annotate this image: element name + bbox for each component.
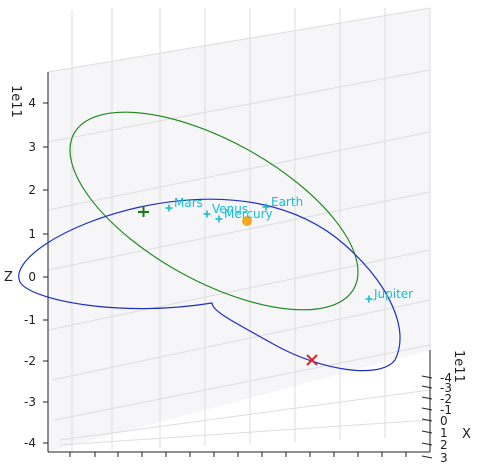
x-axis-label: X <box>462 427 471 442</box>
planet-jupiter: Jupiter <box>365 287 413 303</box>
z-tick-label: -3 <box>24 395 36 409</box>
planet-earth: Earth <box>262 195 303 211</box>
x-tick-label: 0 <box>440 414 448 428</box>
grid-lines <box>47 7 431 452</box>
z-tick-label: 2 <box>28 183 36 197</box>
x-tick-mark <box>421 385 433 389</box>
x-tick-mark <box>421 418 433 422</box>
planet-label: Earth <box>271 195 303 209</box>
x-tick-label: 1 <box>440 426 448 440</box>
x-tick-mark <box>421 455 433 459</box>
z-offset-text: 1e11 <box>8 85 23 118</box>
planet-mars: Mars <box>165 196 203 212</box>
orbit-blue <box>18 198 401 372</box>
z-axis-label: Z <box>4 270 13 285</box>
z-tick-label: 1 <box>28 227 36 241</box>
planet-label: Mars <box>174 196 203 210</box>
x-tick-mark <box>421 442 433 446</box>
x-tick-mark <box>421 375 433 379</box>
x-tick-mark <box>421 396 433 400</box>
x-tick-label: -2 <box>440 392 452 406</box>
z-tick-label: 3 <box>28 140 36 154</box>
sun-marker <box>242 216 252 226</box>
planet-mercury: Mercury <box>215 207 273 223</box>
x-tick-label: 3 <box>440 451 448 464</box>
z-tick-label: -4 <box>24 436 36 450</box>
x-tick-label: -1 <box>440 403 452 417</box>
bottom-tick-marks <box>69 452 407 457</box>
z-tick-label: 4 <box>28 96 36 110</box>
end-marker <box>306 354 318 366</box>
z-tick-label: -1 <box>24 313 36 327</box>
x-tick-label: -3 <box>440 381 452 395</box>
x-tick-mark <box>421 430 433 434</box>
plot-pane <box>48 8 430 452</box>
planet-label: Venus <box>212 202 248 216</box>
z-ticks: -4 -3 -2 -1 0 1 2 3 4 <box>24 96 48 450</box>
x-tick-mark <box>421 407 433 411</box>
planet-label: Mercury <box>224 207 273 221</box>
z-tick-label: -2 <box>24 354 36 368</box>
start-marker <box>138 206 149 217</box>
orbit-green <box>69 111 359 311</box>
planet-label: Jupiter <box>373 287 413 301</box>
z-tick-label: 0 <box>28 270 36 284</box>
planet-venus: Venus <box>203 202 248 218</box>
x-offset-text: 1e11 <box>451 350 466 383</box>
x-tick-label: -4 <box>440 371 452 385</box>
x-tick-label: 2 <box>440 438 448 452</box>
